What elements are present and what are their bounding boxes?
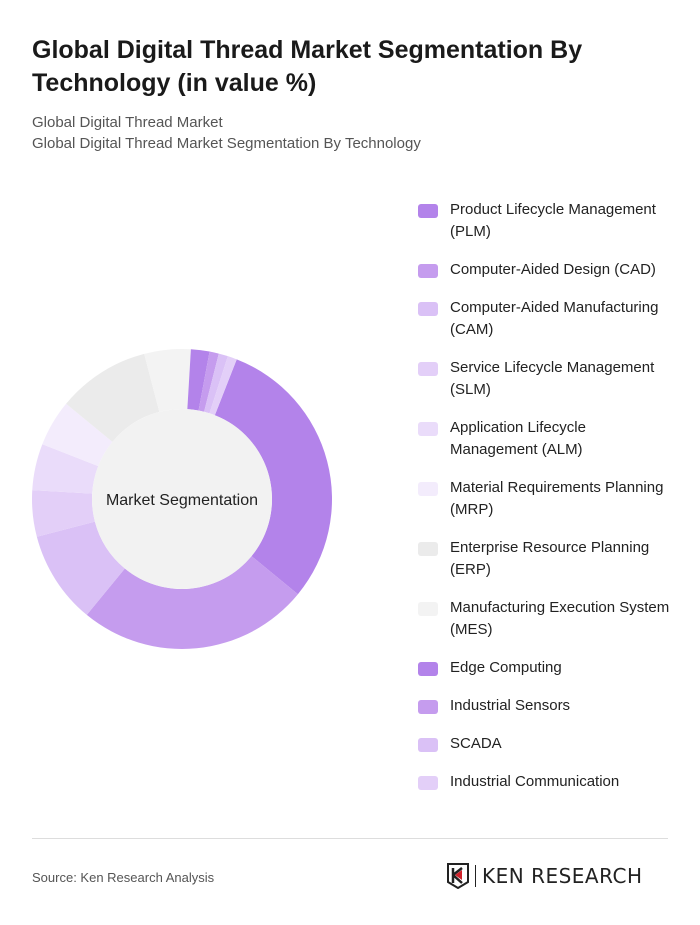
slice-9 (198, 351, 219, 412)
legend-swatch (418, 422, 438, 436)
legend-label: Edge Computing (450, 659, 562, 676)
ken-research-logo: KEN RESEARCH (447, 863, 643, 889)
legend-label: Industrial Communication (450, 773, 620, 790)
legend-item: Edge Computing (418, 657, 678, 679)
slice-3 (32, 490, 95, 537)
logo-icon (447, 863, 469, 889)
legend-item: Application Lifecycle Management (ALM) (418, 417, 678, 461)
slice-0 (214, 359, 332, 595)
legend-label: SCADA (450, 735, 502, 752)
legend-label: Enterprise Resource Planning (ERP) (450, 539, 650, 578)
legend-swatch (418, 362, 438, 376)
chart-title: Global Digital Thread Market Segmentatio… (32, 36, 583, 97)
legend-label: Manufacturing Execution System (MES) (450, 599, 670, 638)
legend-label: Computer-Aided Design (CAD) (450, 261, 656, 278)
breadcrumb-segmentation: Global Digital Thread Market Segmentatio… (32, 135, 421, 152)
slice-10 (204, 353, 228, 414)
donut-chart: Market Segmentation (32, 349, 332, 649)
legend-swatch (418, 776, 438, 790)
divider (32, 838, 668, 839)
slice-2 (36, 521, 125, 615)
legend-item: Industrial Sensors (418, 695, 678, 717)
legend-label: Material Requirements Planning (MRP) (450, 479, 664, 518)
source-text: Source: Ken Research Analysis (32, 870, 215, 885)
legend-item: Product Lifecycle Management (PLM) (418, 199, 678, 243)
legend-swatch (418, 602, 438, 616)
legend-swatch (418, 700, 438, 714)
legend-item: Industrial Communication (418, 771, 678, 793)
legend-swatch (418, 264, 438, 278)
legend-label: Computer-Aided Manufacturing (CAM) (450, 299, 659, 338)
legend-label: Service Lifecycle Management (SLM) (450, 359, 655, 398)
legend-label: Product Lifecycle Management (PLM) (450, 201, 656, 240)
slice-7 (144, 349, 191, 412)
legend-swatch (418, 738, 438, 752)
slice-4 (32, 444, 99, 494)
legend-item: Computer-Aided Manufacturing (CAM) (418, 297, 678, 341)
legend-swatch (418, 662, 438, 676)
slice-1 (86, 556, 298, 649)
legend-item: Computer-Aided Design (CAD) (418, 259, 678, 281)
legend-label: Application Lifecycle Management (ALM) (450, 419, 586, 458)
slice-6 (66, 353, 160, 442)
legend-label: Industrial Sensors (450, 697, 571, 714)
breadcrumb-market: Global Digital Thread Market (32, 114, 223, 131)
donut-center (92, 409, 272, 589)
slice-5 (42, 403, 113, 467)
slice-11 (209, 356, 237, 416)
legend-item: SCADA (418, 733, 678, 755)
legend-item: Enterprise Resource Planning (ERP) (418, 537, 678, 581)
legend-item: Service Lifecycle Management (SLM) (418, 357, 678, 401)
legend-swatch (418, 302, 438, 316)
slice-8 (187, 349, 210, 411)
center-label: Market Segmentation (106, 492, 258, 509)
legend-item: Manufacturing Execution System (MES) (418, 597, 678, 641)
legend-swatch (418, 482, 438, 496)
legend: Product Lifecycle Management (PLM) Comput… (418, 199, 678, 809)
legend-swatch (418, 204, 438, 218)
legend-swatch (418, 542, 438, 556)
legend-item: Material Requirements Planning (MRP) (418, 477, 678, 521)
logo-text: KEN RESEARCH (482, 864, 643, 888)
